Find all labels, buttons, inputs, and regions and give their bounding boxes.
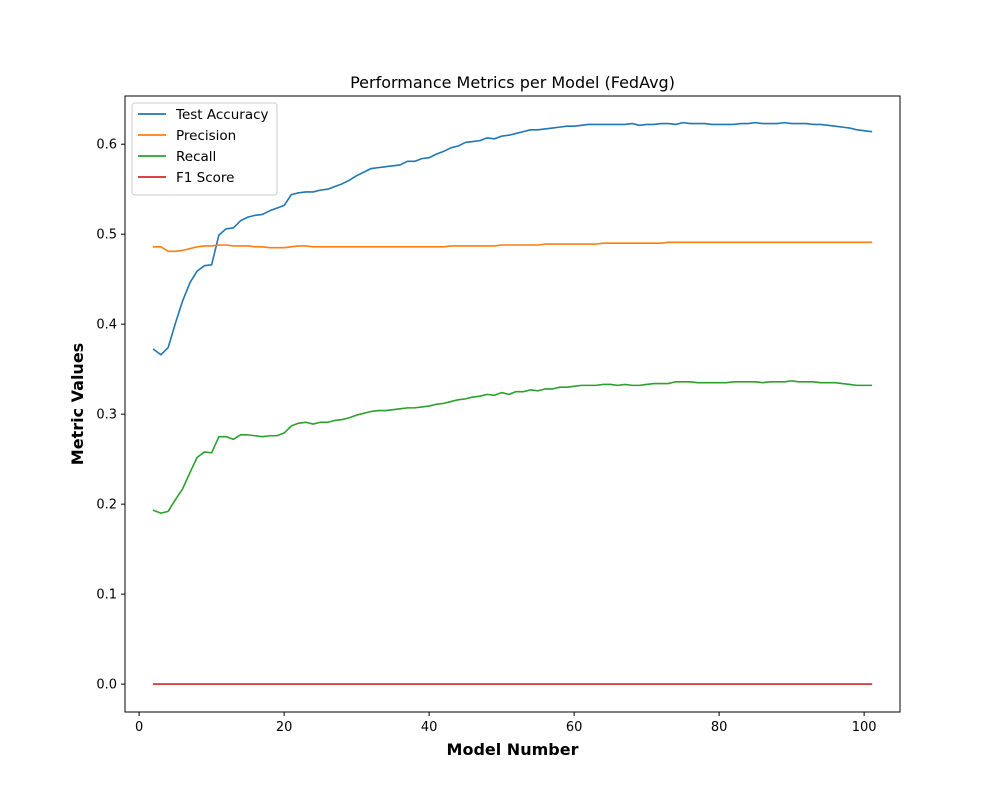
- series-line-test-accuracy: [152, 121, 873, 356]
- legend-entry: Test Accuracy: [175, 107, 269, 123]
- x-tick-label: 60: [566, 720, 583, 735]
- x-tick-label: 80: [711, 720, 728, 735]
- plot-frame: [124, 95, 901, 713]
- legend-entry: F1 Score: [176, 170, 234, 186]
- x-tick-label: 40: [421, 720, 438, 735]
- y-axis-label: Metric Values: [68, 343, 87, 465]
- y-tick-label: 0.4: [96, 318, 117, 333]
- chart-title: Performance Metrics per Model (FedAvg): [350, 73, 675, 92]
- legend-entry: Recall: [176, 149, 216, 165]
- x-tick-label: 20: [276, 720, 293, 735]
- x-tick-label: 100: [852, 720, 877, 735]
- x-tick-label: 0: [135, 720, 143, 735]
- y-tick-label: 0.1: [96, 588, 117, 603]
- x-axis: 0 20 40 60 80 100: [135, 712, 877, 735]
- series-line-recall: [152, 380, 873, 514]
- series-line-precision: [152, 241, 873, 253]
- y-tick-label: 0.3: [96, 408, 117, 423]
- y-tick-label: 0.5: [96, 228, 117, 243]
- legend-entry: Precision: [176, 128, 236, 144]
- x-axis-label: Model Number: [447, 740, 579, 759]
- y-axis: 0.0 0.1 0.2 0.3 0.4 0.5 0.6: [96, 138, 125, 693]
- legend: Test Accuracy Precision Recall F1 Score: [131, 102, 278, 196]
- series-layer: [152, 121, 873, 685]
- y-tick-label: 0.2: [96, 498, 117, 513]
- legend-box: [131, 102, 278, 196]
- y-tick-label: 0.0: [96, 678, 117, 693]
- y-tick-label: 0.6: [96, 138, 117, 153]
